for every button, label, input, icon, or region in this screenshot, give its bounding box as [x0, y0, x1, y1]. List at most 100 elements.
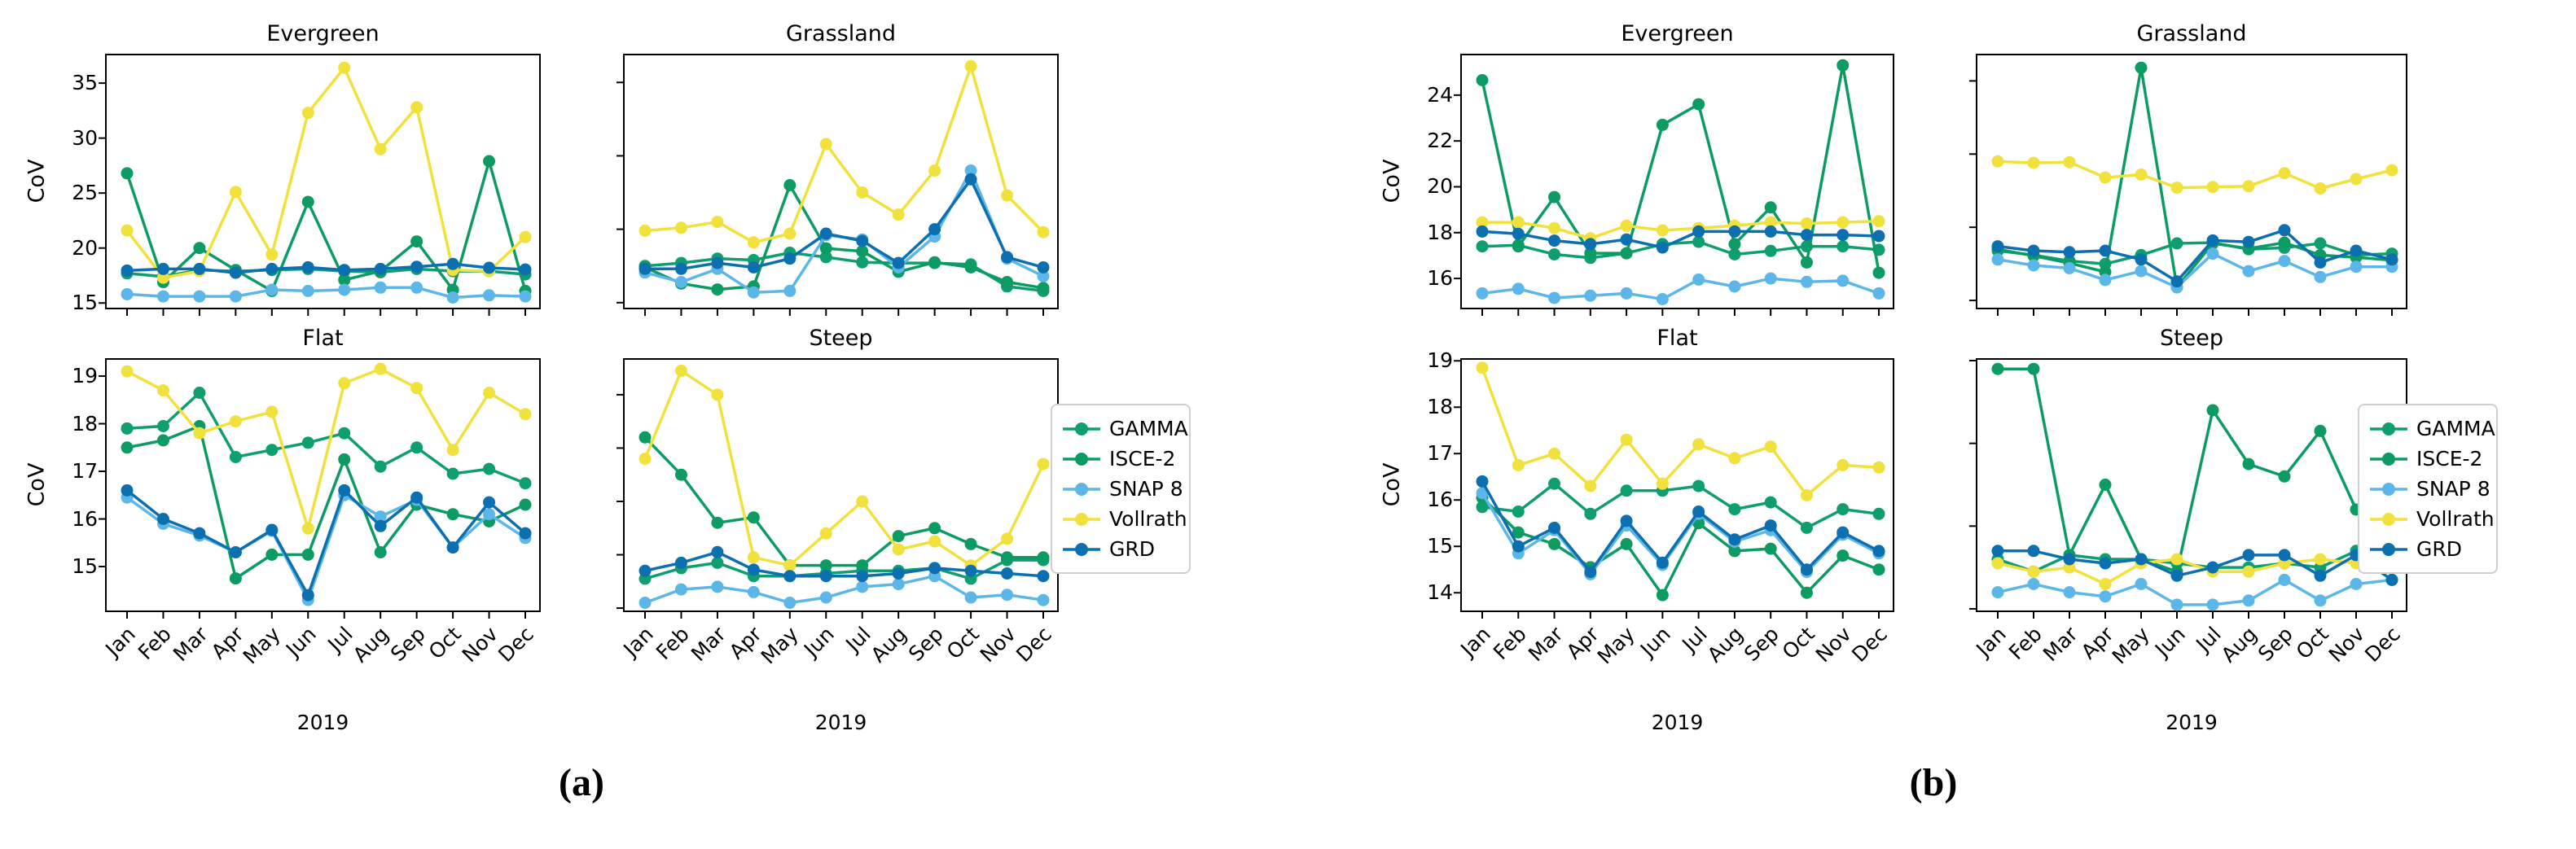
legend-entry-GAMMA: GAMMA: [1062, 414, 1188, 444]
data-point-SNAP 8: [1991, 253, 2004, 266]
data-point-GRD: [1548, 521, 1561, 534]
data-point-ISCE-2: [121, 441, 134, 454]
data-point-GRD: [193, 527, 206, 540]
data-point-ISCE-2: [2314, 424, 2327, 437]
data-point-SNAP 8: [892, 578, 905, 591]
data-point-Vollrath: [747, 551, 760, 564]
series-line-SNAP 8: [1481, 277, 1880, 301]
data-point-GAMMA: [1692, 235, 1705, 248]
chart-title-steep_a: Steep: [809, 326, 873, 351]
series-line-GAMMA: [126, 391, 526, 485]
y-tick-label: 20: [1427, 174, 1453, 199]
y-tick-label: 22: [1427, 129, 1453, 153]
data-point-ISCE-2: [1991, 362, 2004, 375]
data-point-SNAP 8: [2350, 260, 2363, 274]
data-point-SNAP 8: [783, 284, 796, 297]
data-point-ISCE-2: [639, 431, 652, 444]
data-point-Vollrath: [674, 221, 687, 234]
data-point-Vollrath: [1872, 215, 1885, 228]
data-point-SNAP 8: [2099, 590, 2112, 603]
data-point-ISCE-2: [519, 498, 532, 511]
data-point-GAMMA: [856, 256, 869, 269]
data-point-GRD: [2278, 224, 2291, 237]
data-point-GRD: [1476, 225, 1489, 238]
series-line-SNAP 8: [644, 574, 1044, 605]
data-point-Vollrath: [1584, 479, 1597, 492]
data-point-GRD: [1872, 545, 1885, 558]
data-point-SNAP 8: [446, 291, 459, 304]
data-point-ISCE-2: [193, 242, 206, 255]
data-point-ISCE-2: [1872, 266, 1885, 279]
data-point-GRD: [121, 484, 134, 497]
data-point-GRD: [410, 260, 423, 274]
data-point-SNAP 8: [2206, 598, 2219, 611]
data-point-Vollrath: [2242, 565, 2255, 578]
data-point-GRD: [1991, 545, 2004, 558]
data-point-SNAP 8: [1991, 586, 2004, 599]
data-point-SNAP 8: [1037, 269, 1050, 282]
data-point-SNAP 8: [674, 583, 687, 596]
legend-entry-ISCE-2: ISCE-2: [1062, 444, 1179, 474]
data-point-GRD: [2278, 549, 2291, 562]
data-point-GAMMA: [2314, 237, 2327, 250]
chart-title-flat_a: Flat: [302, 326, 344, 351]
legend-label: SNAP 8: [1109, 477, 1183, 501]
data-point-Vollrath: [928, 535, 941, 548]
data-point-GRD: [2242, 235, 2255, 248]
data-point-SNAP 8: [374, 281, 387, 294]
data-point-ISCE-2: [928, 256, 941, 269]
data-point-GRD: [1037, 570, 1050, 583]
legend-entry-SNAP 8: SNAP 8: [2369, 474, 2490, 504]
data-point-GRD: [711, 545, 724, 558]
legend-entry-Vollrath: Vollrath: [1062, 504, 1187, 534]
data-point-GRD: [783, 570, 796, 583]
data-point-Vollrath: [639, 224, 652, 237]
data-point-GAMMA: [1476, 501, 1489, 514]
data-point-ISCE-2: [483, 155, 496, 168]
data-point-GRD: [674, 556, 687, 569]
data-point-SNAP 8: [2242, 265, 2255, 278]
data-point-SNAP 8: [1800, 275, 1813, 288]
data-point-SNAP 8: [193, 290, 206, 303]
data-point-ISCE-2: [1764, 542, 1777, 555]
y-tick-label: 18: [1427, 395, 1453, 419]
data-point-GRD: [338, 484, 351, 497]
legend-entry-SNAP 8: SNAP 8: [1062, 474, 1183, 504]
data-point-GRD: [1037, 261, 1050, 274]
legend-entry-GRD: GRD: [2369, 534, 2486, 564]
data-point-Vollrath: [410, 101, 423, 114]
legend-label: GAMMA: [1109, 417, 1188, 440]
legend-label: SNAP 8: [2416, 477, 2490, 501]
data-point-Vollrath: [519, 408, 532, 421]
series-line-Vollrath: [1481, 367, 1880, 497]
data-point-Vollrath: [1837, 459, 1850, 471]
data-point-ISCE-2: [2027, 362, 2040, 375]
data-point-ISCE-2: [711, 283, 724, 296]
legend-label: GRD: [1109, 537, 1155, 561]
data-point-GRD: [639, 564, 652, 577]
y-tick-label: 15: [72, 291, 98, 315]
chart-title-grassland_b: Grassland: [2136, 21, 2247, 46]
data-point-GRD: [711, 256, 724, 269]
chart-title-steep_b: Steep: [2159, 326, 2224, 351]
data-point-GAMMA: [1837, 503, 1850, 516]
data-point-Vollrath: [1872, 461, 1885, 474]
data-point-GRD: [519, 527, 532, 540]
data-point-SNAP 8: [1512, 282, 1525, 295]
y-tick-label: 18: [1427, 220, 1453, 244]
data-point-GRD: [519, 263, 532, 276]
data-point-Vollrath: [2027, 565, 2040, 578]
series-line-ISCE-2: [643, 436, 1043, 567]
series-line-ISCE-2: [1481, 63, 1880, 274]
data-point-ISCE-2: [1548, 537, 1561, 550]
data-point-GRD: [1512, 540, 1525, 553]
data-point-GRD: [747, 261, 760, 274]
data-point-GAMMA: [156, 420, 169, 432]
x-axis-year-label: 2019: [1651, 711, 1704, 734]
data-point-GRD: [2170, 569, 2183, 582]
data-point-GRD: [783, 252, 796, 265]
legend-line-dot-icon: [1063, 422, 1100, 435]
data-point-Vollrath: [229, 415, 242, 428]
data-point-ISCE-2: [1764, 201, 1777, 214]
data-point-SNAP 8: [1692, 274, 1705, 286]
